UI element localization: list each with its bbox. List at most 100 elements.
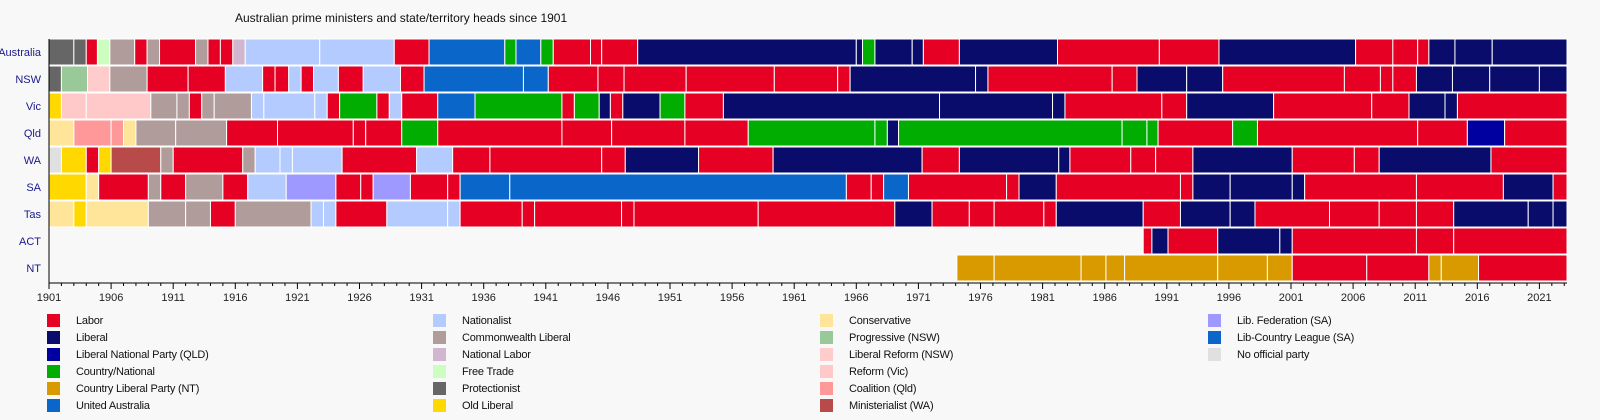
segment-vic-liberal	[1052, 92, 1066, 120]
segment-sa-labor	[1552, 173, 1568, 201]
segment-nt-country-liberal-party-nt-	[1428, 254, 1442, 282]
x-tick-label: 1996	[1217, 292, 1241, 304]
segment-nsw-labor	[837, 65, 851, 93]
segment-wa-labor	[698, 146, 774, 174]
segment-vic-commonwealth-liberal	[213, 92, 252, 120]
segment-sa-labor	[870, 173, 885, 201]
legend-swatch	[47, 348, 60, 361]
segment-wa-labor	[172, 146, 244, 174]
segment-australia-country-national	[862, 38, 876, 66]
segment-qld-commonwealth-liberal	[175, 119, 228, 147]
segment-tas-labor	[1254, 200, 1331, 228]
segment-nsw-liberal	[1186, 65, 1224, 93]
segment-vic-commonwealth-liberal	[150, 92, 178, 120]
segment-act-labor	[1453, 227, 1568, 255]
segment-nsw-commonwealth-liberal	[109, 65, 148, 93]
segment-nsw-progressive-nsw-	[60, 65, 89, 93]
x-tick-label: 1966	[844, 292, 868, 304]
legend-swatch	[820, 399, 833, 412]
x-tick-label: 1976	[968, 292, 992, 304]
legend-item: United Australia	[47, 397, 209, 414]
segment-australia-labor	[207, 38, 221, 66]
segment-wa-labor	[85, 146, 100, 174]
segment-australia-labor	[393, 38, 430, 66]
segment-nsw-liberal	[1489, 65, 1540, 93]
chart-rows: Australia NSW Vic Qld WA SA Tas ACT NT	[0, 38, 1568, 282]
legend-label: Old Liberal	[462, 399, 513, 412]
legend-item: Reform (Vic)	[820, 363, 953, 380]
segment-sa-labor	[1304, 173, 1417, 201]
segment-vic-country-national	[659, 92, 686, 120]
row-label: NSW	[15, 74, 41, 86]
segment-wa-nationalist	[254, 146, 281, 174]
legend-label: Lib. Federation (SA)	[1237, 314, 1332, 327]
legend-item: National Labor	[433, 346, 571, 363]
segment-tas-conservative	[85, 200, 149, 228]
legend-swatch	[433, 365, 446, 378]
segment-nsw-liberal	[849, 65, 977, 93]
segment-australia-nationalist	[319, 38, 395, 66]
x-tick-label: 1926	[347, 292, 371, 304]
segment-tas-old-liberal	[73, 200, 87, 228]
segment-australia-liberal	[1491, 38, 1568, 66]
segment-tas-labor	[633, 200, 759, 228]
segment-nsw-nationalist	[313, 65, 339, 93]
segment-vic-liberal	[598, 92, 611, 120]
segment-australia-liberal	[874, 38, 913, 66]
segment-vic-nationalist	[314, 92, 328, 120]
segment-australia-labor	[134, 38, 148, 66]
legend-item: Liberal	[47, 329, 209, 346]
segment-australia-country-national	[504, 38, 517, 66]
segment-vic-reform-vic-	[85, 92, 152, 120]
segment-vic-liberal	[622, 92, 661, 120]
segment-sa-labor	[335, 173, 362, 201]
segment-sa-labor	[160, 173, 187, 201]
segment-nt-country-liberal-party-nt-	[993, 254, 1082, 282]
segment-qld-country-national	[1232, 119, 1258, 147]
segment-australia-labor	[1417, 38, 1430, 66]
segment-nt-country-liberal-party-nt-	[1080, 254, 1107, 282]
segment-qld-country-national	[898, 119, 1123, 147]
segment-qld-labor	[684, 119, 749, 147]
segment-sa-conservative	[85, 173, 100, 201]
segment-qld-commonwealth-liberal	[135, 119, 177, 147]
legend-swatch	[820, 382, 833, 395]
legend-column: Labor Liberal Liberal National Party (QLD)…	[47, 312, 209, 414]
legend-item: Nationalist	[433, 312, 571, 329]
legend-label: Country Liberal Party (NT)	[76, 382, 200, 395]
segment-sa-liberal	[1502, 173, 1554, 201]
segment-wa-nationalist	[416, 146, 454, 174]
segment-nsw-labor	[1379, 65, 1394, 93]
segment-australia-labor	[601, 38, 639, 66]
segment-nsw-liberal	[1136, 65, 1188, 93]
legend-label: Free Trade	[462, 365, 514, 378]
segment-qld-country-national	[1146, 119, 1159, 147]
segment-nsw-liberal	[975, 65, 989, 93]
segment-vic-labor	[401, 92, 439, 120]
legend-item: Ministerialist (WA)	[820, 397, 953, 414]
x-tick-label: 2001	[1279, 292, 1303, 304]
segment-wa-nationalist	[291, 146, 343, 174]
legend-swatch	[47, 365, 60, 378]
segment-vic-labor	[561, 92, 575, 120]
segment-australia-protectionist	[73, 38, 87, 66]
segment-australia-liberal	[1428, 38, 1456, 66]
legend-item: Protectionist	[433, 380, 571, 397]
segment-nsw-nationalist	[362, 65, 401, 93]
segment-sa-labor	[222, 173, 249, 201]
segment-tas-labor	[757, 200, 896, 228]
legend-item: Conservative	[820, 312, 953, 329]
x-tick-label: 1931	[409, 292, 433, 304]
segment-act-labor	[1142, 227, 1153, 255]
legend-label: United Australia	[76, 399, 150, 412]
segment-australia-commonwealth-liberal	[146, 38, 161, 66]
segment-wa-nationalist	[279, 146, 293, 174]
segment-qld-coalition-qld-	[110, 119, 125, 147]
x-tick-label: 1961	[782, 292, 806, 304]
segment-vic-nationalist	[263, 92, 316, 120]
segment-australia-liberal	[637, 38, 857, 66]
segment-wa-commonwealth-liberal	[242, 146, 256, 174]
segment-sa-lib-country-league-sa-	[883, 173, 909, 201]
segment-sa-labor	[845, 173, 872, 201]
segment-australia-liberal	[1218, 38, 1357, 66]
